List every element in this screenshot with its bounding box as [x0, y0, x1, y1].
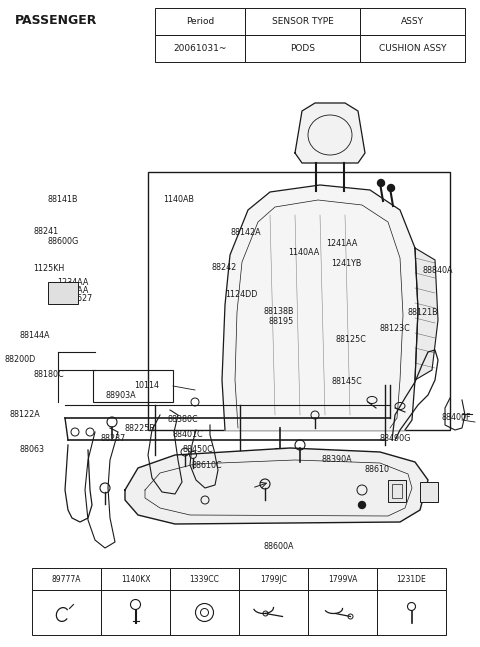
Polygon shape	[222, 185, 418, 430]
Text: 10114: 10114	[134, 381, 159, 390]
Text: 1140KX: 1140KX	[121, 575, 150, 584]
Bar	[392, 484, 402, 498]
Text: 88241: 88241	[34, 227, 59, 236]
Polygon shape	[125, 448, 428, 524]
Text: 88200D: 88200D	[5, 355, 36, 364]
Text: 1140AB: 1140AB	[163, 195, 194, 204]
Bar	[377, 568, 446, 590]
Bar	[239, 590, 308, 635]
Text: 1339CC: 1339CC	[190, 575, 219, 584]
Bar	[155, 35, 245, 62]
Text: 88123C: 88123C	[379, 324, 410, 333]
Text: 88125C: 88125C	[336, 334, 367, 344]
Text: 89777A: 89777A	[52, 575, 81, 584]
Text: 88237: 88237	[101, 434, 126, 443]
Bar	[245, 8, 360, 35]
Bar	[170, 568, 239, 590]
Text: 88401C: 88401C	[173, 430, 204, 439]
Text: PASSENGER: PASSENGER	[14, 14, 97, 27]
Text: 88840A: 88840A	[422, 266, 453, 275]
Text: 1241YB: 1241YB	[331, 259, 361, 269]
Text: 88610: 88610	[365, 465, 390, 474]
Bar	[360, 8, 465, 35]
Bar	[170, 590, 239, 635]
Text: 88122A: 88122A	[10, 410, 40, 419]
Bar	[377, 590, 446, 635]
Text: 88400F: 88400F	[442, 413, 471, 422]
Text: 88142A: 88142A	[230, 228, 261, 237]
Text: 88490G: 88490G	[379, 434, 410, 443]
Text: 88627: 88627	[67, 294, 93, 303]
Text: 88063: 88063	[19, 445, 44, 454]
Text: Period: Period	[186, 17, 214, 26]
Text: 1140AA: 1140AA	[288, 248, 319, 257]
Text: PODS: PODS	[290, 44, 315, 53]
Bar	[155, 8, 245, 35]
Text: 1799JC: 1799JC	[260, 575, 287, 584]
Bar	[101, 590, 170, 635]
Text: ASSY: ASSY	[401, 17, 424, 26]
Text: 88610C: 88610C	[192, 461, 223, 470]
Polygon shape	[295, 103, 365, 163]
Bar	[420, 482, 438, 502]
Text: 88600G: 88600G	[48, 237, 79, 247]
Text: 88195: 88195	[269, 317, 294, 326]
Text: 88903A: 88903A	[106, 391, 136, 400]
Circle shape	[387, 184, 395, 192]
Bar	[239, 568, 308, 590]
Bar	[32, 568, 101, 590]
Text: 88380C: 88380C	[168, 415, 199, 424]
Bar	[360, 35, 465, 62]
Bar	[148, 172, 450, 430]
Bar	[93, 370, 173, 402]
Text: CUSHION ASSY: CUSHION ASSY	[379, 44, 446, 53]
Text: 1799VA: 1799VA	[328, 575, 357, 584]
Text: 20061031~: 20061031~	[173, 44, 227, 53]
Text: 88121B: 88121B	[408, 308, 439, 317]
Text: 1231DE: 1231DE	[396, 575, 426, 584]
Bar	[308, 568, 377, 590]
Text: 1124DD: 1124DD	[226, 290, 258, 299]
Text: 88600A: 88600A	[264, 542, 295, 551]
Text: 88145C: 88145C	[331, 377, 362, 386]
Bar	[32, 590, 101, 635]
Circle shape	[377, 179, 384, 186]
Text: SENSOR TYPE: SENSOR TYPE	[272, 17, 334, 26]
Text: 88141B: 88141B	[48, 195, 79, 204]
Text: 88242: 88242	[211, 263, 237, 272]
Bar	[308, 590, 377, 635]
Bar	[388, 480, 406, 502]
Text: 88144A: 88144A	[19, 331, 50, 340]
Text: 88180C: 88180C	[34, 370, 64, 379]
Text: 88225B: 88225B	[125, 424, 156, 433]
Bar	[101, 568, 170, 590]
Text: 88450C: 88450C	[182, 445, 213, 454]
Bar	[48, 282, 78, 304]
Circle shape	[359, 501, 365, 509]
Text: 1234AA: 1234AA	[58, 278, 89, 287]
Text: 88138B: 88138B	[264, 307, 295, 316]
Polygon shape	[415, 248, 438, 380]
Text: 88390A: 88390A	[322, 455, 352, 464]
Text: 1125KH: 1125KH	[34, 264, 65, 273]
Text: 1124AA: 1124AA	[58, 286, 89, 295]
Bar	[245, 35, 360, 62]
Text: 1241AA: 1241AA	[326, 239, 358, 248]
